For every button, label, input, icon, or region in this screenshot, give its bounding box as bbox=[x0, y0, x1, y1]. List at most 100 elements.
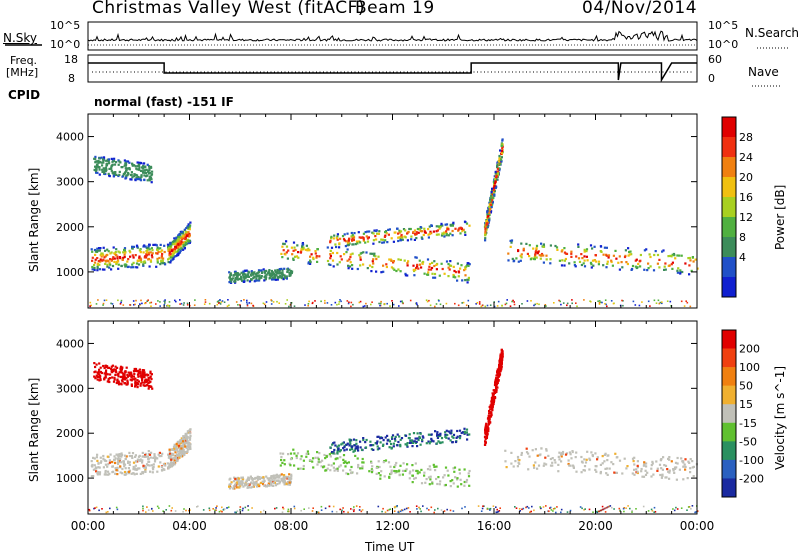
velocity-cell bbox=[147, 509, 150, 511]
velocity-cell bbox=[111, 376, 114, 379]
velocity-cell bbox=[428, 509, 430, 511]
velocity-cell bbox=[537, 464, 541, 467]
power-cell bbox=[334, 301, 337, 304]
power-cell bbox=[113, 257, 116, 260]
power-cell bbox=[500, 160, 503, 163]
power-cell bbox=[639, 253, 642, 257]
power-cell bbox=[370, 270, 373, 273]
power-cell bbox=[466, 281, 469, 284]
power-cell bbox=[343, 239, 346, 242]
velocity-cell bbox=[115, 381, 118, 385]
velocity-cell bbox=[599, 470, 602, 474]
velocity-colorbar-segment bbox=[722, 385, 736, 405]
velocity-cell bbox=[237, 477, 240, 480]
velocity-cell bbox=[588, 457, 591, 460]
power-cell bbox=[150, 305, 152, 307]
power-cell bbox=[392, 261, 395, 264]
power-cell bbox=[123, 248, 126, 251]
power-cell bbox=[132, 245, 136, 248]
velocity-cell bbox=[355, 505, 358, 507]
power-cell bbox=[174, 299, 176, 302]
velocity-ytick-label: 1000 bbox=[56, 472, 84, 485]
velocity-cell bbox=[396, 433, 399, 436]
velocity-cell bbox=[633, 463, 636, 466]
velocity-cell bbox=[484, 435, 487, 439]
velocity-cell bbox=[168, 452, 172, 455]
velocity-cell bbox=[157, 465, 160, 468]
power-cell bbox=[150, 166, 153, 169]
velocity-cell bbox=[257, 483, 260, 486]
velocity-cell bbox=[421, 438, 424, 441]
velocity-cell bbox=[125, 472, 128, 475]
velocity-cell bbox=[421, 440, 424, 443]
velocity-cell bbox=[437, 507, 439, 510]
power-cell bbox=[649, 255, 652, 259]
power-cell bbox=[493, 186, 496, 189]
power-cell bbox=[177, 252, 180, 256]
velocity-cell bbox=[560, 460, 563, 463]
power-cell bbox=[233, 270, 237, 273]
power-cell bbox=[125, 163, 128, 166]
power-cell bbox=[489, 200, 492, 203]
power-cell bbox=[284, 276, 287, 279]
power-cell bbox=[229, 273, 232, 276]
velocity-cell bbox=[144, 381, 147, 384]
power-cell bbox=[285, 240, 288, 243]
power-cell bbox=[653, 299, 656, 302]
power-cell bbox=[397, 239, 400, 243]
velocity-cell bbox=[682, 478, 685, 481]
velocity-colorbar-segment bbox=[722, 422, 736, 442]
power-cell bbox=[307, 303, 310, 305]
velocity-cell bbox=[515, 507, 518, 509]
power-cell bbox=[302, 243, 305, 246]
velocity-cell bbox=[651, 510, 654, 512]
power-cell bbox=[447, 263, 450, 266]
velocity-cell bbox=[460, 431, 463, 435]
power-cell bbox=[117, 163, 120, 166]
power-cell bbox=[221, 300, 224, 302]
velocity-cell bbox=[180, 437, 183, 440]
power-cell bbox=[309, 259, 312, 262]
power-cell bbox=[246, 299, 248, 302]
power-cell bbox=[187, 242, 190, 245]
velocity-cell bbox=[255, 476, 258, 480]
velocity-cell bbox=[494, 381, 497, 384]
velocity-cell bbox=[682, 465, 685, 468]
power-cell bbox=[375, 257, 378, 261]
power-cell bbox=[535, 256, 538, 259]
velocity-cell bbox=[136, 386, 139, 389]
power-cell bbox=[418, 259, 421, 262]
velocity-cell bbox=[570, 457, 573, 460]
power-cell bbox=[339, 255, 342, 258]
power-cell bbox=[170, 259, 173, 262]
velocity-cell bbox=[490, 411, 493, 414]
power-cell bbox=[230, 278, 233, 281]
velocity-cell bbox=[116, 466, 119, 469]
velocity-cell bbox=[519, 510, 521, 512]
velocity-cell bbox=[400, 509, 403, 511]
power-cell bbox=[277, 269, 281, 272]
velocity-cell bbox=[552, 508, 555, 510]
power-cell bbox=[256, 279, 259, 282]
power-cell bbox=[245, 275, 248, 278]
velocity-cell bbox=[106, 470, 110, 473]
velocity-cell bbox=[581, 461, 584, 464]
velocity-cell bbox=[449, 432, 452, 435]
velocity-cell bbox=[552, 510, 554, 512]
velocity-cell bbox=[409, 470, 412, 473]
power-cell bbox=[217, 300, 220, 302]
velocity-cell bbox=[150, 373, 153, 376]
power-cell bbox=[260, 269, 263, 272]
velocity-cell bbox=[275, 476, 279, 479]
power-cell bbox=[114, 254, 117, 257]
power-cell bbox=[276, 270, 279, 273]
power-cell bbox=[143, 256, 146, 259]
power-cell bbox=[688, 264, 691, 267]
power-cell bbox=[130, 171, 133, 174]
velocity-cell bbox=[188, 509, 190, 512]
velocity-cell bbox=[673, 466, 677, 469]
velocity-cell bbox=[422, 436, 425, 439]
power-cell bbox=[272, 301, 275, 303]
velocity-cell bbox=[131, 375, 134, 378]
power-cell bbox=[204, 299, 207, 301]
